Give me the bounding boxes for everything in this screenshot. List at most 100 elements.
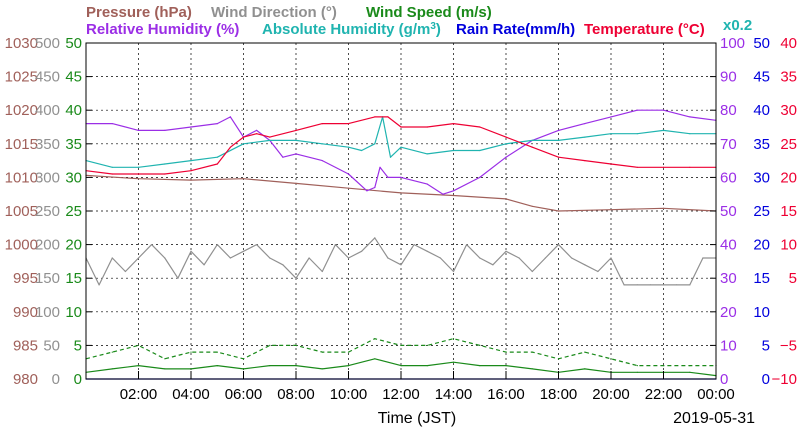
data-point xyxy=(400,146,402,148)
data-point xyxy=(347,146,350,148)
data-point xyxy=(137,166,140,168)
y-tick-label-temperature: 15 xyxy=(780,203,797,220)
data-point xyxy=(610,163,612,165)
data-point xyxy=(505,351,507,353)
data-point xyxy=(216,163,218,165)
data-point xyxy=(111,368,113,370)
legend-item-0: Pressure (hPa) xyxy=(86,4,192,21)
y-tick-label-wind_direction: 150 xyxy=(35,270,60,287)
x-tick-label: 04:00 xyxy=(172,386,210,403)
data-point xyxy=(374,338,376,340)
legend-item-5: Rain Rate(mm/h) xyxy=(456,21,575,38)
y-tick-label-humidity: 80 xyxy=(720,102,737,119)
data-point xyxy=(164,257,166,259)
y-tick-label-rain_rate: 10 xyxy=(753,304,770,321)
data-point xyxy=(584,368,586,370)
data-point xyxy=(361,250,363,252)
y-tick-label-pressure: 1015 xyxy=(5,136,38,153)
data-point xyxy=(389,156,392,158)
y-tick-label-pressure: 985 xyxy=(13,337,38,354)
legend-superscript: 3 xyxy=(430,21,436,32)
data-point xyxy=(295,153,297,155)
data-point xyxy=(610,209,612,211)
data-point xyxy=(111,173,113,175)
data-point xyxy=(689,116,691,118)
data-point xyxy=(623,284,625,286)
data-point xyxy=(610,358,612,360)
x-tick-label: 08:00 xyxy=(277,386,315,403)
data-point xyxy=(269,365,271,367)
y-tick-label-rain_rate: 45 xyxy=(753,69,770,86)
y-tick-label-wind_direction: 250 xyxy=(35,203,60,220)
data-point xyxy=(400,192,402,194)
y-tick-label-humidity: 40 xyxy=(720,237,737,254)
data-point xyxy=(242,136,245,138)
data-point xyxy=(256,244,258,246)
y-tick-label-temperature: 20 xyxy=(780,169,797,186)
data-point xyxy=(479,365,481,367)
data-point xyxy=(137,257,140,259)
data-point xyxy=(584,123,586,125)
data-point xyxy=(505,136,507,138)
data-point xyxy=(505,198,507,200)
data-point xyxy=(479,344,481,346)
data-point xyxy=(347,173,350,175)
data-point xyxy=(164,163,166,165)
y-tick-label-wind_speed: 5 xyxy=(74,337,82,354)
y-tick-label-humidity: 90 xyxy=(720,69,737,86)
data-point xyxy=(662,109,665,111)
y-tick-label-temperature: 10 xyxy=(780,237,797,254)
y-tick-label-humidity: 20 xyxy=(720,304,737,321)
data-point xyxy=(531,139,533,141)
y-tick-label-wind_speed: 15 xyxy=(65,270,82,287)
data-point xyxy=(702,257,704,259)
series-line-7 xyxy=(85,116,716,175)
y-tick-label-pressure: 1030 xyxy=(5,35,38,52)
data-point xyxy=(216,244,218,246)
data-point xyxy=(557,244,560,246)
data-point xyxy=(295,277,297,279)
legend-label: Temperature (°C) xyxy=(584,21,705,38)
y-tick-label-humidity: 50 xyxy=(720,203,737,220)
data-point xyxy=(584,160,586,162)
data-point xyxy=(361,149,363,152)
data-point xyxy=(584,264,586,266)
y-tick-label-wind_direction: 100 xyxy=(35,304,60,321)
data-point xyxy=(256,129,258,131)
data-point xyxy=(400,344,402,346)
x-tick-label: 02:00 xyxy=(120,386,158,403)
legend-label: Pressure (hPa) xyxy=(86,4,192,21)
data-point xyxy=(366,190,368,192)
date-label: 2019-05-31 xyxy=(673,410,755,427)
data-point xyxy=(295,129,297,131)
y-tick-label-wind_speed: 20 xyxy=(65,237,82,254)
legend-item-2: Wind Speed (m/s) xyxy=(366,4,492,21)
data-point xyxy=(216,123,218,125)
x-tick-label: 14:00 xyxy=(435,386,473,403)
abs-humidity-scale-note: x0.2 xyxy=(723,17,752,34)
legend: Pressure (hPa) Wind Direction (°) Wind Spe… xyxy=(86,4,752,38)
y-tick-label-rain_rate: 35 xyxy=(753,136,770,153)
data-point xyxy=(597,270,599,273)
data-point xyxy=(400,365,402,367)
data-point xyxy=(295,139,297,141)
data-point xyxy=(426,365,428,367)
y-tick-label-rain_rate: 0 xyxy=(762,371,770,388)
data-point xyxy=(321,270,323,273)
legend-item-3: Relative Humidity (%) xyxy=(86,21,239,38)
data-point xyxy=(689,166,691,168)
y-axes-ticks: 1030102510201015101010051000995990985980… xyxy=(5,35,797,388)
data-point xyxy=(374,143,376,145)
y-tick-label-wind_speed: 30 xyxy=(65,169,82,186)
y-tick-label-pressure: 1020 xyxy=(5,102,38,119)
data-point xyxy=(479,176,481,178)
y-tick-label-humidity: 30 xyxy=(720,270,737,287)
data-point xyxy=(426,153,428,155)
data-point xyxy=(505,365,507,367)
y-tick-label-wind_direction: 50 xyxy=(43,337,60,354)
data-point xyxy=(137,178,140,180)
data-point xyxy=(137,173,140,175)
data-point xyxy=(242,143,245,145)
